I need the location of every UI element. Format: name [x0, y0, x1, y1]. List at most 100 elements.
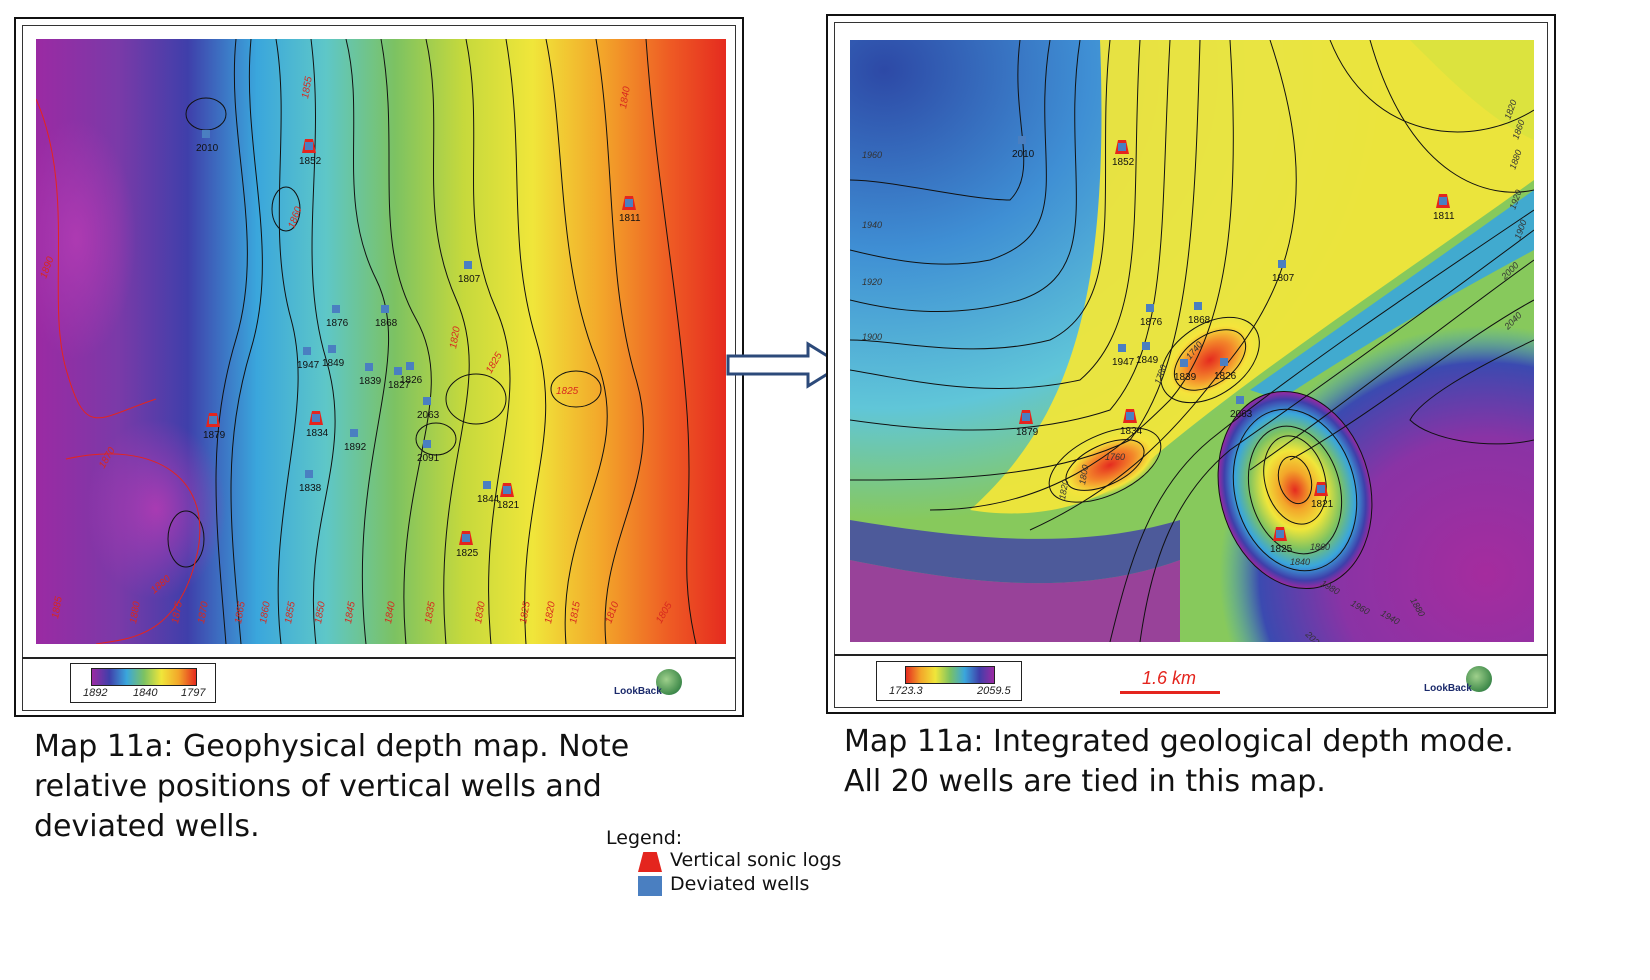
- left-well-1825[interactable]: 1825: [456, 531, 479, 559]
- well-center-marker: [305, 142, 313, 150]
- well-label: 1879: [1016, 427, 1039, 438]
- left-well-1827[interactable]: 1827: [388, 367, 411, 391]
- well-center-marker: [209, 416, 217, 424]
- deviated-well-marker: [1146, 304, 1154, 312]
- left-well-1838[interactable]: 1838: [299, 470, 322, 494]
- well-center-marker: [1276, 530, 1284, 538]
- right-caption-line: All 20 wells are tied in this map.: [844, 764, 1326, 799]
- right-well-1825[interactable]: 1825: [1270, 527, 1293, 555]
- deviated-well-marker: [1018, 136, 1026, 144]
- right-well-1849[interactable]: 1849: [1136, 342, 1159, 366]
- right-well-1839[interactable]: 1839: [1174, 359, 1197, 383]
- left-colorbar: [91, 668, 197, 686]
- integrated-geological-depth-map[interactable]: 1960 1940 1920 1900 1880 1860 1840 1820 …: [850, 40, 1534, 642]
- globe-icon: [1466, 666, 1492, 692]
- deviated-well-marker: [332, 305, 340, 313]
- contour-label: 1800: [1077, 464, 1090, 485]
- left-colorbar-mid-label: 1840: [133, 687, 158, 699]
- right-well-2010[interactable]: 2010: [1012, 136, 1035, 160]
- well-label: 2063: [1230, 409, 1253, 420]
- right-well-1811[interactable]: 1811: [1433, 194, 1455, 222]
- right-colorbar-min-label: 1723.3: [889, 685, 923, 697]
- right-well-1868[interactable]: 1868: [1188, 302, 1211, 326]
- left-well-1839[interactable]: 1839: [359, 363, 382, 387]
- left-lookback-logo: LookBack: [614, 667, 684, 703]
- contour-label: 1760: [1105, 452, 1125, 462]
- left-well-2091[interactable]: 2091: [417, 440, 440, 464]
- contour-label: 1835: [423, 600, 438, 624]
- globe-icon: [656, 669, 682, 695]
- logo-text: LookBack: [614, 686, 662, 697]
- left-map-panel: 1885 1880 1875 1870 1865 1860 1855 1850 …: [14, 17, 744, 717]
- well-label: 1947: [1112, 357, 1135, 368]
- well-label: 1849: [1136, 355, 1159, 366]
- right-well-1852[interactable]: 1852: [1112, 140, 1135, 168]
- legend: Legend: Vertical sonic logs Deviated wel…: [606, 827, 926, 897]
- right-well-1879[interactable]: 1879: [1016, 410, 1039, 438]
- left-well-2063[interactable]: 2063: [417, 397, 440, 421]
- contour-label: 1900: [862, 332, 882, 342]
- well-center-marker: [625, 199, 633, 207]
- well-label: 1821: [1311, 499, 1334, 510]
- right-well-1807[interactable]: 1807: [1272, 260, 1295, 284]
- left-well-1892[interactable]: 1892: [344, 429, 367, 453]
- deviated-well-marker: [1220, 358, 1228, 366]
- right-arrow-icon: [726, 341, 845, 389]
- well-label: 1811: [1433, 211, 1455, 222]
- right-well-2063[interactable]: 2063: [1230, 396, 1253, 420]
- left-well-1868[interactable]: 1868: [375, 305, 398, 329]
- right-map-inner-frame: [834, 22, 1548, 708]
- deviated-well-marker: [1236, 396, 1244, 404]
- deviated-well-marker: [1194, 302, 1202, 310]
- well-center-marker: [312, 414, 320, 422]
- left-well-1826[interactable]: 1826: [400, 362, 423, 386]
- well-label: 1825: [456, 548, 479, 559]
- contour-label: 1840: [383, 600, 398, 624]
- well-label: 1876: [1140, 317, 1163, 328]
- right-map-panel: 1960 1940 1920 1900 1880 1860 1840 1820 …: [826, 14, 1556, 714]
- deviated-well-marker: [305, 470, 313, 478]
- left-well-1947[interactable]: 1947: [297, 347, 320, 371]
- contour-label: 1820: [1057, 479, 1070, 500]
- well-label: 2063: [417, 410, 440, 421]
- well-label: 1849: [322, 358, 345, 369]
- right-colorbar: [905, 666, 995, 684]
- left-well-1811[interactable]: 1811: [619, 196, 641, 224]
- left-well-1834[interactable]: 1834: [306, 411, 329, 439]
- well-center-marker: [1118, 143, 1126, 151]
- deviated-well-marker: [423, 397, 431, 405]
- right-well-1876[interactable]: 1876: [1140, 304, 1163, 328]
- logo-text: LookBack: [1424, 683, 1472, 694]
- geophysical-depth-map[interactable]: 1885 1880 1875 1870 1865 1860 1855 1850 …: [36, 39, 726, 644]
- left-well-1844[interactable]: 1844: [477, 481, 500, 505]
- contour-label: 1855: [283, 600, 298, 624]
- well-label: 1892: [344, 442, 367, 453]
- scale-bar-label: 1.6 km: [1142, 668, 1197, 688]
- left-caption-line: relative positions of vertical wells and: [34, 769, 602, 804]
- well-label: 2010: [196, 143, 219, 154]
- well-label: 1825: [1270, 544, 1293, 555]
- left-well-1852[interactable]: 1852: [299, 139, 322, 167]
- right-well-1834[interactable]: 1834: [1120, 409, 1143, 437]
- right-well-1826[interactable]: 1826: [1214, 358, 1237, 382]
- well-center-marker: [503, 486, 511, 494]
- left-well-1807[interactable]: 1807: [458, 261, 481, 285]
- left-well-1849[interactable]: 1849: [322, 345, 345, 369]
- well-label: 1811: [619, 213, 641, 224]
- well-label: 2010: [1012, 149, 1035, 160]
- left-well-1876[interactable]: 1876: [326, 305, 349, 329]
- contour-label: 1840: [1290, 557, 1310, 567]
- contour-label: 1870: [196, 600, 211, 624]
- left-well-1879[interactable]: 1879: [203, 413, 226, 441]
- left-well-1821[interactable]: 1821: [497, 483, 520, 511]
- contour-label: 1820: [448, 325, 463, 349]
- deviated-well-marker: [394, 367, 402, 375]
- deviated-well-marker: [483, 481, 491, 489]
- well-label: 1868: [375, 318, 398, 329]
- left-caption-line: deviated wells.: [34, 809, 260, 844]
- right-well-1947[interactable]: 1947: [1112, 344, 1135, 368]
- deviated-well-marker: [328, 345, 336, 353]
- contour-label: 1840: [618, 85, 633, 109]
- left-well-2010[interactable]: 2010: [196, 130, 219, 154]
- right-well-1821[interactable]: 1821: [1311, 482, 1334, 510]
